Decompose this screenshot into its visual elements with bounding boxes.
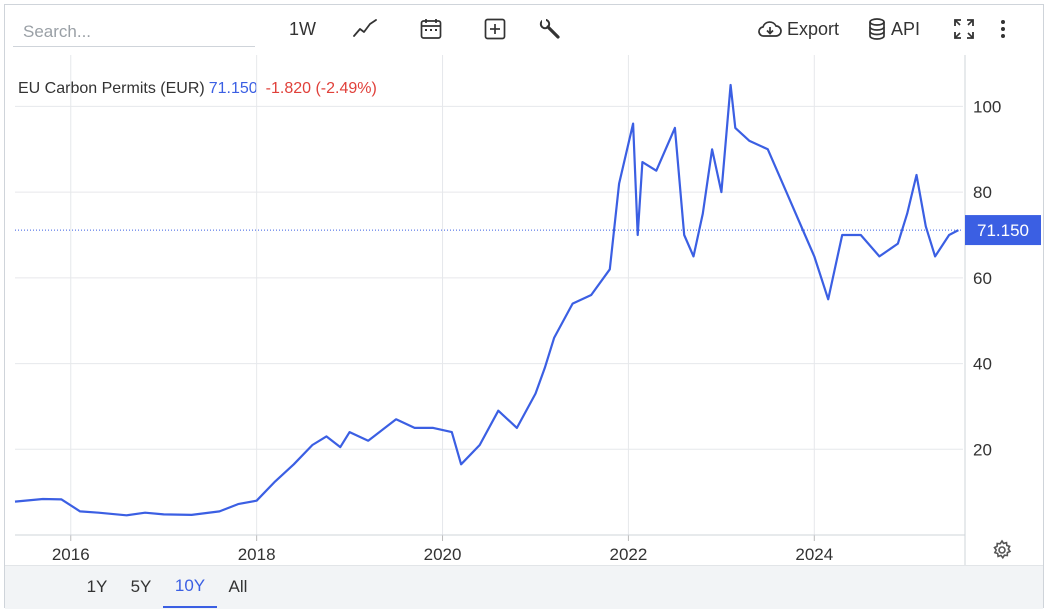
y-tick-label: 60 [973, 269, 992, 288]
api-label: API [891, 18, 921, 39]
calendar-icon [420, 19, 442, 39]
x-tick-label: 2016 [52, 545, 90, 564]
legend-last-value: 71.150 [208, 80, 258, 97]
more-options-button[interactable] [997, 15, 1009, 43]
legend-change: -1.820 (-2.49%) [265, 80, 377, 97]
fullscreen-icon [954, 19, 974, 39]
gear-icon [993, 539, 1012, 560]
line-chart-icon [353, 19, 377, 37]
chart-type-button[interactable] [353, 15, 377, 43]
chart-legend: EU Carbon Permits (EUR) 71.150 -1.820 (-2.… [18, 80, 377, 98]
price-chart[interactable]: 20 40 60 80 100 2016 2018 2020 2022 2024 71.150 [5, 55, 1043, 565]
tools-button[interactable] [538, 15, 562, 43]
y-tick-label: 20 [973, 440, 992, 459]
database-icon [869, 18, 885, 40]
export-button[interactable]: Export [757, 15, 839, 43]
x-tick-label: 2024 [795, 545, 833, 564]
x-tick-label: 2018 [238, 545, 276, 564]
interval-label: 1W [289, 18, 316, 39]
y-tick-label: 40 [973, 355, 992, 374]
legend-series-name: EU Carbon Permits (EUR) [18, 80, 205, 97]
y-tick-label: 80 [973, 183, 992, 202]
series-line [14, 83, 959, 517]
interval-button[interactable]: 1W [289, 15, 316, 43]
cloud-download-icon [758, 21, 782, 37]
range-5y-button[interactable]: 5Y [130, 577, 152, 596]
api-button[interactable]: API [867, 15, 920, 43]
export-label: Export [787, 18, 840, 39]
y-tick-label: 100 [973, 97, 1001, 116]
range-selector-bar: 1Y 5Y 10Y All [5, 565, 1043, 609]
range-10y-button[interactable]: 10Y [163, 566, 217, 608]
plus-square-icon [484, 18, 506, 40]
range-all-button[interactable]: All [228, 577, 248, 596]
toolbar: 1W [5, 5, 1043, 55]
search-input[interactable] [13, 17, 255, 47]
last-value-badge [965, 215, 1041, 246]
range-1y-button[interactable]: 1Y [86, 577, 108, 596]
more-vertical-icon [1001, 20, 1005, 38]
x-tick-label: 2022 [609, 545, 647, 564]
add-indicator-button[interactable] [483, 15, 507, 43]
date-range-button[interactable] [419, 15, 443, 43]
chart-widget: 1W [4, 4, 1044, 609]
last-value-badge-label: 71.150 [977, 221, 1029, 240]
x-tick-label: 2020 [424, 545, 462, 564]
fullscreen-button[interactable] [952, 15, 976, 43]
chart-settings-button[interactable] [991, 539, 1013, 566]
wrench-icon [539, 18, 560, 39]
